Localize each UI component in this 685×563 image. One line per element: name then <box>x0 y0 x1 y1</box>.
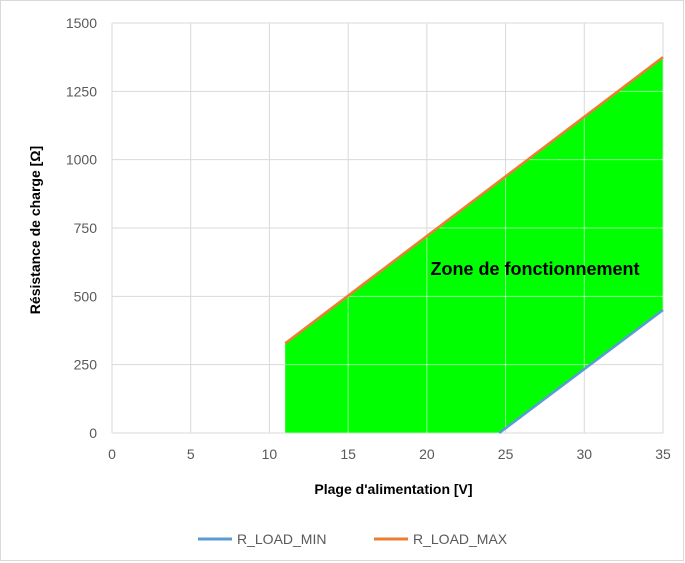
x-tick-labels: 0 5 10 15 20 25 30 35 <box>108 446 671 462</box>
y-tick-label: 1250 <box>66 83 97 99</box>
y-tick-label: 500 <box>74 288 98 304</box>
x-tick-label: 20 <box>419 446 435 462</box>
y-tick-label: 1000 <box>66 152 97 168</box>
series-line-r-load-min <box>498 309 664 434</box>
x-tick-label: 35 <box>655 446 671 462</box>
y-tick-label: 1500 <box>66 15 97 31</box>
legend-label-r-load-max: R_LOAD_MAX <box>413 531 508 547</box>
series-line-r-load-max <box>284 56 664 345</box>
y-axis-title: Résistance de charge [Ω] <box>27 146 43 314</box>
x-tick-label: 15 <box>340 446 356 462</box>
x-tick-label: 5 <box>187 446 195 462</box>
annotation-operating-zone: Zone de fonctionnement <box>431 259 640 279</box>
y-tick-label: 750 <box>74 220 98 236</box>
x-tick-label: 30 <box>576 446 592 462</box>
series-layer <box>284 56 664 434</box>
x-tick-label: 10 <box>262 446 278 462</box>
operating-zone-area <box>285 57 663 434</box>
x-tick-label: 0 <box>108 446 116 462</box>
y-tick-label: 0 <box>89 425 97 441</box>
y-tick-label: 250 <box>74 357 98 373</box>
x-axis-title: Plage d'alimentation [V] <box>314 481 472 497</box>
y-tick-labels: 0 250 500 750 1000 1250 1500 <box>66 15 97 441</box>
x-tick-label: 25 <box>498 446 514 462</box>
legend: R_LOAD_MIN R_LOAD_MAX <box>198 531 508 547</box>
legend-label-r-load-min: R_LOAD_MIN <box>237 531 326 547</box>
